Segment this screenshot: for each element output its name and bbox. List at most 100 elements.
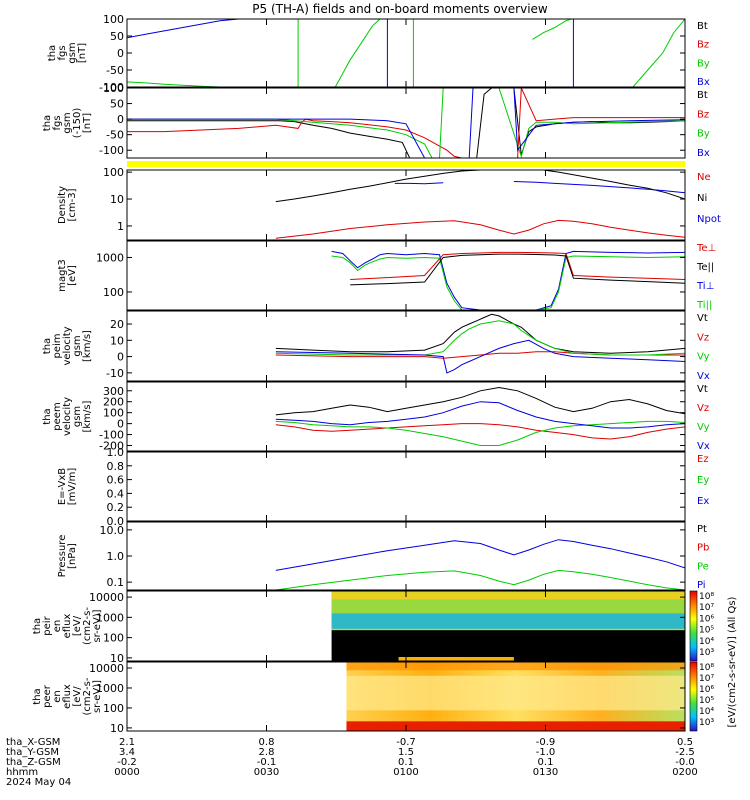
y-axis-label: (-150) — [72, 108, 83, 139]
legend-entry: Ti|| — [696, 300, 712, 311]
x-tick-value: -0.9 — [536, 737, 556, 748]
legend-entry: Pt — [697, 524, 707, 535]
y-tick-label: 1 — [117, 220, 124, 233]
y-axis-label: gsm — [62, 112, 73, 133]
plot-title: P5 (TH-A) fields and on-board moments ov… — [252, 2, 548, 16]
legend-entry: Bx — [697, 77, 710, 88]
y-axis-label: tha — [42, 338, 53, 354]
y-axis-label: Pressure — [57, 535, 68, 578]
y-axis-label: [cm-3] — [67, 188, 78, 221]
y-axis-label: eflux — [62, 684, 73, 709]
x-tick-value: 0130 — [533, 767, 558, 778]
y-tick-label: 100 — [103, 632, 124, 645]
series-line-vy — [275, 320, 685, 356]
y-tick-label: 10 — [110, 193, 124, 206]
legend-entry: Bz — [697, 40, 709, 51]
y-tick-label: 20 — [110, 318, 124, 331]
colorbar-title: [eV/(cm2-s-sr-eV)] (All Qs) — [727, 596, 738, 727]
y-tick-label: 200 — [103, 396, 124, 409]
x-tick-value: 2.8 — [259, 747, 275, 758]
series-line-vx — [275, 339, 685, 374]
y-axis-label: tha — [32, 618, 43, 634]
y-tick-label: 10 — [110, 722, 124, 735]
series-fgs_gsm_zoom — [127, 88, 685, 158]
x-tick-value: 0.8 — [259, 737, 275, 748]
y-axis-label: tha — [42, 408, 53, 424]
series-line-by — [334, 19, 381, 87]
legend-entry: Bt — [697, 90, 708, 101]
panel-frame — [126, 240, 686, 311]
y-tick-label: 10.0 — [100, 524, 125, 537]
y-axis-label: E=-VxB — [57, 468, 68, 505]
colorbar-label: 10³ — [699, 648, 714, 658]
series-line-vx — [275, 401, 685, 429]
legend-entry: Vt — [697, 384, 708, 395]
y-tick-label: 1000 — [96, 611, 124, 624]
panel-efield: 1.00.80.60.40.20.0 E=-VxB [mV/m] Ez Ey Ex — [57, 446, 709, 528]
colorbar-label: 10⁷ — [699, 674, 714, 684]
series-line-vt — [275, 386, 685, 416]
y-tick-label: 0.2 — [107, 501, 125, 514]
y-axis-label: sr-eV)] — [92, 680, 103, 713]
y-axis-label: velocity — [62, 397, 73, 436]
x-tick-value: 0.5 — [677, 737, 693, 748]
y-tick-label: 50 — [110, 98, 124, 111]
y-axis-label: [nT] — [82, 113, 93, 133]
y-tick-label: 10 — [110, 652, 124, 665]
colorbar-label: 10³ — [699, 718, 714, 728]
series-line-bx — [127, 19, 263, 39]
series-peim_velocity — [275, 313, 685, 374]
colorbar — [689, 590, 698, 662]
y-tick-label: 0.1 — [107, 576, 125, 589]
y-tick-label: 1.0 — [107, 550, 125, 563]
series-peem_velocity — [275, 386, 685, 446]
series-line-vz — [275, 423, 685, 440]
x-tick-value: -0.7 — [396, 737, 416, 748]
spectrogram-band — [346, 721, 685, 731]
panel-peim_velocity: 20 10 0 -10 tha peim velocity gsm [km/s] Vt Vz Vy Vx — [42, 310, 710, 382]
series-line-npot — [394, 182, 444, 185]
colorbar-label: 10⁴ — [699, 707, 714, 717]
legend-entry: Vz — [697, 332, 709, 343]
spectrogram-band — [346, 675, 685, 711]
y-axis-label: [eV/ — [72, 686, 83, 707]
y-axis-label: [km/s] — [82, 400, 93, 432]
y-tick-label: 10000 — [89, 591, 124, 604]
colorbar-label: 10⁷ — [699, 603, 714, 613]
legend-entry: Pi — [697, 580, 706, 591]
y-tick-label: 100 — [103, 13, 124, 26]
spectrogram-band — [398, 657, 514, 661]
series-line-ne — [275, 219, 685, 239]
y-tick-label: 10000 — [89, 662, 124, 675]
y-axis-label: [nPa] — [67, 543, 78, 569]
y-axis-label: eflux — [62, 614, 73, 639]
panel-density: 100 10 1 Density [cm-3] Ne Ni Npot — [57, 166, 721, 241]
colorbar-label: 10⁵ — [699, 696, 714, 706]
colorbar — [689, 661, 698, 732]
y-axis-label: gsm — [67, 42, 78, 63]
y-tick-label: 0.8 — [107, 460, 125, 473]
series-line-pe — [275, 569, 685, 590]
y-axis-label: tha — [42, 115, 53, 131]
legend-entry: Npot — [697, 214, 721, 225]
legend-entry: Vz — [697, 403, 709, 414]
series-line-npot — [513, 181, 685, 194]
y-axis-label: fgs — [57, 45, 68, 60]
y-tick-label: -50 — [106, 129, 124, 142]
spectrogram-band — [346, 662, 685, 671]
y-tick-label: 0 — [117, 418, 124, 431]
legend-entry: Vy — [697, 352, 710, 363]
y-tick-label: 300 — [103, 385, 124, 398]
colorbar-label: 10⁴ — [699, 637, 714, 647]
y-tick-label: 1000 — [96, 251, 124, 264]
legend-entry: Ni — [697, 193, 707, 204]
series-line-by — [127, 88, 685, 158]
series-line-by — [532, 19, 572, 40]
series-line-ti — [331, 255, 685, 310]
legend-entry: Te|| — [696, 262, 714, 273]
x-tick-value: -0.0 — [675, 757, 695, 768]
